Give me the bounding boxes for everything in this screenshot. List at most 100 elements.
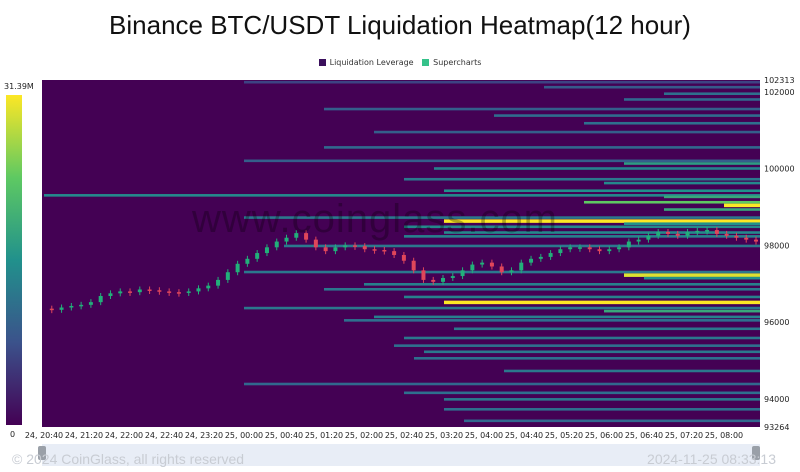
x-tick-label: 25, 01:20 — [305, 431, 343, 440]
candle — [352, 245, 357, 247]
candle — [558, 249, 563, 254]
x-axis-ticks: 24, 20:40 24, 21:20 24, 22:00 24, 22:40 24, … — [25, 431, 743, 440]
candle — [568, 247, 573, 250]
candle — [49, 308, 54, 311]
liquidation-band — [424, 350, 760, 354]
watermark: www.coinglass.com — [192, 197, 559, 241]
candle — [489, 262, 494, 267]
candle — [333, 247, 338, 252]
liquidation-band — [584, 200, 760, 204]
legend-item-leverage[interactable]: Liquidation Leverage — [318, 58, 414, 67]
candle — [665, 231, 670, 234]
x-tick-label: 25, 06:00 — [585, 431, 623, 440]
candle — [59, 307, 64, 310]
candle — [372, 249, 377, 251]
liquidation-band — [604, 181, 760, 185]
navigator-left-handle[interactable] — [38, 446, 46, 460]
y-tick-label: 102313 — [764, 76, 795, 85]
legend-item-supercharts[interactable]: Supercharts — [422, 58, 481, 67]
candle — [636, 239, 641, 242]
candle — [245, 258, 250, 264]
chart-title: Binance BTC/USDT Liquidation Heatmap(12 … — [109, 10, 691, 40]
candle — [69, 305, 74, 308]
price-candles — [49, 227, 758, 314]
liquidation-band — [664, 208, 760, 211]
liquidation-band — [444, 300, 760, 305]
x-tick-label: 25, 07:20 — [665, 431, 703, 440]
candle — [147, 289, 152, 291]
candle — [206, 285, 211, 289]
y-tick-label: 94000 — [764, 395, 789, 404]
legend-swatch-supercharts — [422, 59, 430, 66]
footer-copyright: © 2024 CoinGlass, all rights reserved — [12, 451, 245, 467]
candle — [626, 241, 631, 248]
x-tick-label: 25, 08:00 — [705, 431, 743, 440]
liquidation-band — [624, 273, 760, 277]
x-tick-label: 24, 23:20 — [185, 431, 223, 440]
colorbar — [6, 95, 22, 425]
x-tick-label: 24, 21:20 — [65, 431, 103, 440]
liquidation-band — [504, 369, 760, 373]
liquidation-band — [724, 203, 760, 208]
candle — [255, 253, 260, 259]
liquidation-band — [444, 189, 760, 193]
liquidation-band — [644, 276, 760, 280]
candle — [401, 254, 406, 261]
candle — [235, 263, 240, 273]
x-tick-label: 25, 05:20 — [545, 431, 583, 440]
candle — [548, 253, 553, 257]
footer-timestamp: 2024-11-25 08:33:13 — [647, 451, 776, 467]
candle — [186, 291, 191, 293]
candle — [323, 247, 328, 252]
y-tick-label: 98000 — [764, 241, 789, 250]
navigator-right-handle[interactable] — [752, 446, 760, 460]
candle — [450, 276, 455, 278]
candle — [587, 247, 592, 250]
candle — [284, 237, 289, 242]
candle — [294, 233, 299, 238]
candle — [382, 249, 387, 252]
candle — [137, 289, 142, 293]
candle — [362, 246, 367, 250]
candle — [421, 270, 426, 280]
liquidation-band — [244, 216, 760, 219]
liquidation-band — [374, 130, 760, 134]
x-tick-label: 25, 00:40 — [265, 431, 303, 440]
liquidation-band — [444, 398, 760, 401]
candle — [108, 293, 113, 297]
legend-swatch-leverage — [318, 59, 326, 66]
candle — [597, 249, 602, 252]
legend-label-leverage: Liquidation Leverage — [329, 58, 414, 67]
liquidation-band — [624, 162, 760, 165]
candle — [343, 245, 348, 248]
liquidation-band — [604, 309, 760, 313]
liquidation-band — [444, 219, 760, 223]
candle — [460, 270, 465, 277]
candle — [509, 270, 514, 273]
liquidation-band — [444, 408, 760, 411]
liquidation-band — [404, 177, 760, 181]
x-tick-label: 25, 06:40 — [625, 431, 663, 440]
candle — [685, 231, 690, 236]
candle — [88, 302, 93, 305]
candle — [529, 258, 534, 263]
candle — [695, 230, 700, 233]
candle — [216, 279, 221, 286]
liquidation-band — [244, 80, 760, 84]
liquidation-band — [404, 336, 760, 340]
liquidation-band — [434, 167, 760, 170]
candle — [607, 249, 612, 252]
candle — [675, 233, 680, 236]
y-tick-label: 93264 — [764, 423, 789, 432]
liquidation-band — [454, 327, 760, 331]
navigator-bar[interactable] — [42, 444, 760, 466]
candle — [499, 266, 504, 273]
liquidation-band — [364, 283, 760, 286]
x-tick-label: 24, 22:00 — [105, 431, 143, 440]
liquidation-band — [244, 159, 760, 163]
liquidation-band — [394, 344, 760, 347]
y-tick-label: 100000 — [764, 165, 795, 174]
y-tick-label: 102000 — [764, 88, 795, 97]
x-tick-label: 24, 22:40 — [145, 431, 183, 440]
